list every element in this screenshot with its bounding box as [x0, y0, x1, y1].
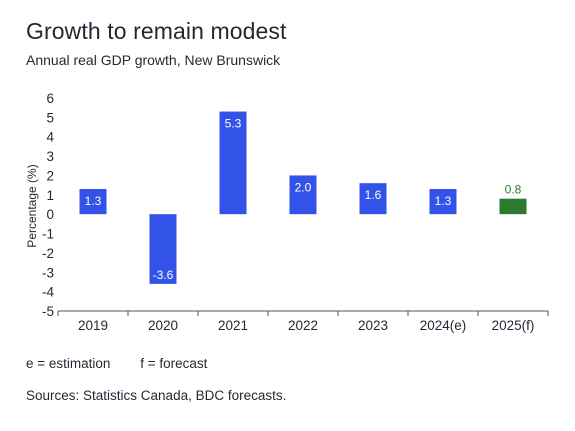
abbreviation-notes: e = estimation f = forecast [26, 356, 207, 371]
x-tick-label: 2023 [358, 318, 388, 333]
bar-2019 [79, 189, 107, 215]
note-estimation: e = estimation [26, 356, 111, 371]
source-note: Sources: Statistics Canada, BDC forecast… [26, 388, 287, 403]
bar-2022 [289, 175, 317, 215]
x-axis: 2019 2020 2021 2022 2023 2024(e) 2025(f) [57, 310, 549, 333]
y-tick-label: -2 [42, 246, 54, 261]
y-tick-label: 4 [46, 130, 54, 145]
x-tick-label: 2021 [218, 318, 248, 333]
y-tick-label: 0 [46, 207, 54, 222]
y-axis: 6 5 4 3 2 1 0 -1 -2 -3 -4 -5 [42, 91, 55, 319]
chart-subtitle: Annual real GDP growth, New Brunswick [26, 52, 281, 68]
data-label: 1.6 [365, 188, 382, 202]
bars: 1.3 -3.6 5.3 2.0 1.6 1.3 0.8 [79, 111, 527, 284]
y-tick-label: -5 [42, 304, 54, 319]
y-tick-label: 6 [46, 91, 54, 106]
note-forecast: f = forecast [140, 356, 208, 371]
y-tick-label: -4 [42, 285, 54, 300]
x-tick-label: 2022 [288, 318, 318, 333]
data-label: 5.3 [225, 117, 242, 131]
y-tick-label: 2 [46, 168, 54, 183]
data-label: -3.6 [153, 268, 174, 282]
y-tick-label: 3 [46, 149, 54, 164]
x-tick-label: 2020 [148, 318, 178, 333]
bar-2023 [359, 183, 387, 215]
x-tick-label: 2025(f) [492, 318, 535, 333]
data-label: 0.8 [505, 183, 522, 197]
bar-2024(e) [429, 189, 457, 215]
bar-2021 [219, 111, 247, 215]
bar-2020 [149, 214, 177, 284]
data-label: 1.3 [435, 194, 452, 208]
y-tick-label: -1 [42, 227, 54, 242]
gdp-bar-chart: 6 5 4 3 2 1 0 -1 -2 -3 -4 -5 1.3 -3.6 5.3 2.0 1.6 1.3 0.8… [25, 91, 549, 333]
data-label: 2.0 [295, 180, 312, 194]
y-tick-label: -3 [42, 265, 54, 280]
y-axis-label: Percentage (%) [25, 164, 39, 247]
y-tick-label: 5 [46, 110, 54, 125]
x-tick-label: 2019 [78, 318, 108, 333]
bar-2025(f) [499, 198, 527, 215]
x-tick-label: 2024(e) [420, 318, 467, 333]
y-tick-label: 1 [46, 188, 54, 203]
data-label: 1.3 [85, 194, 102, 208]
chart-title: Growth to remain modest [26, 18, 287, 44]
